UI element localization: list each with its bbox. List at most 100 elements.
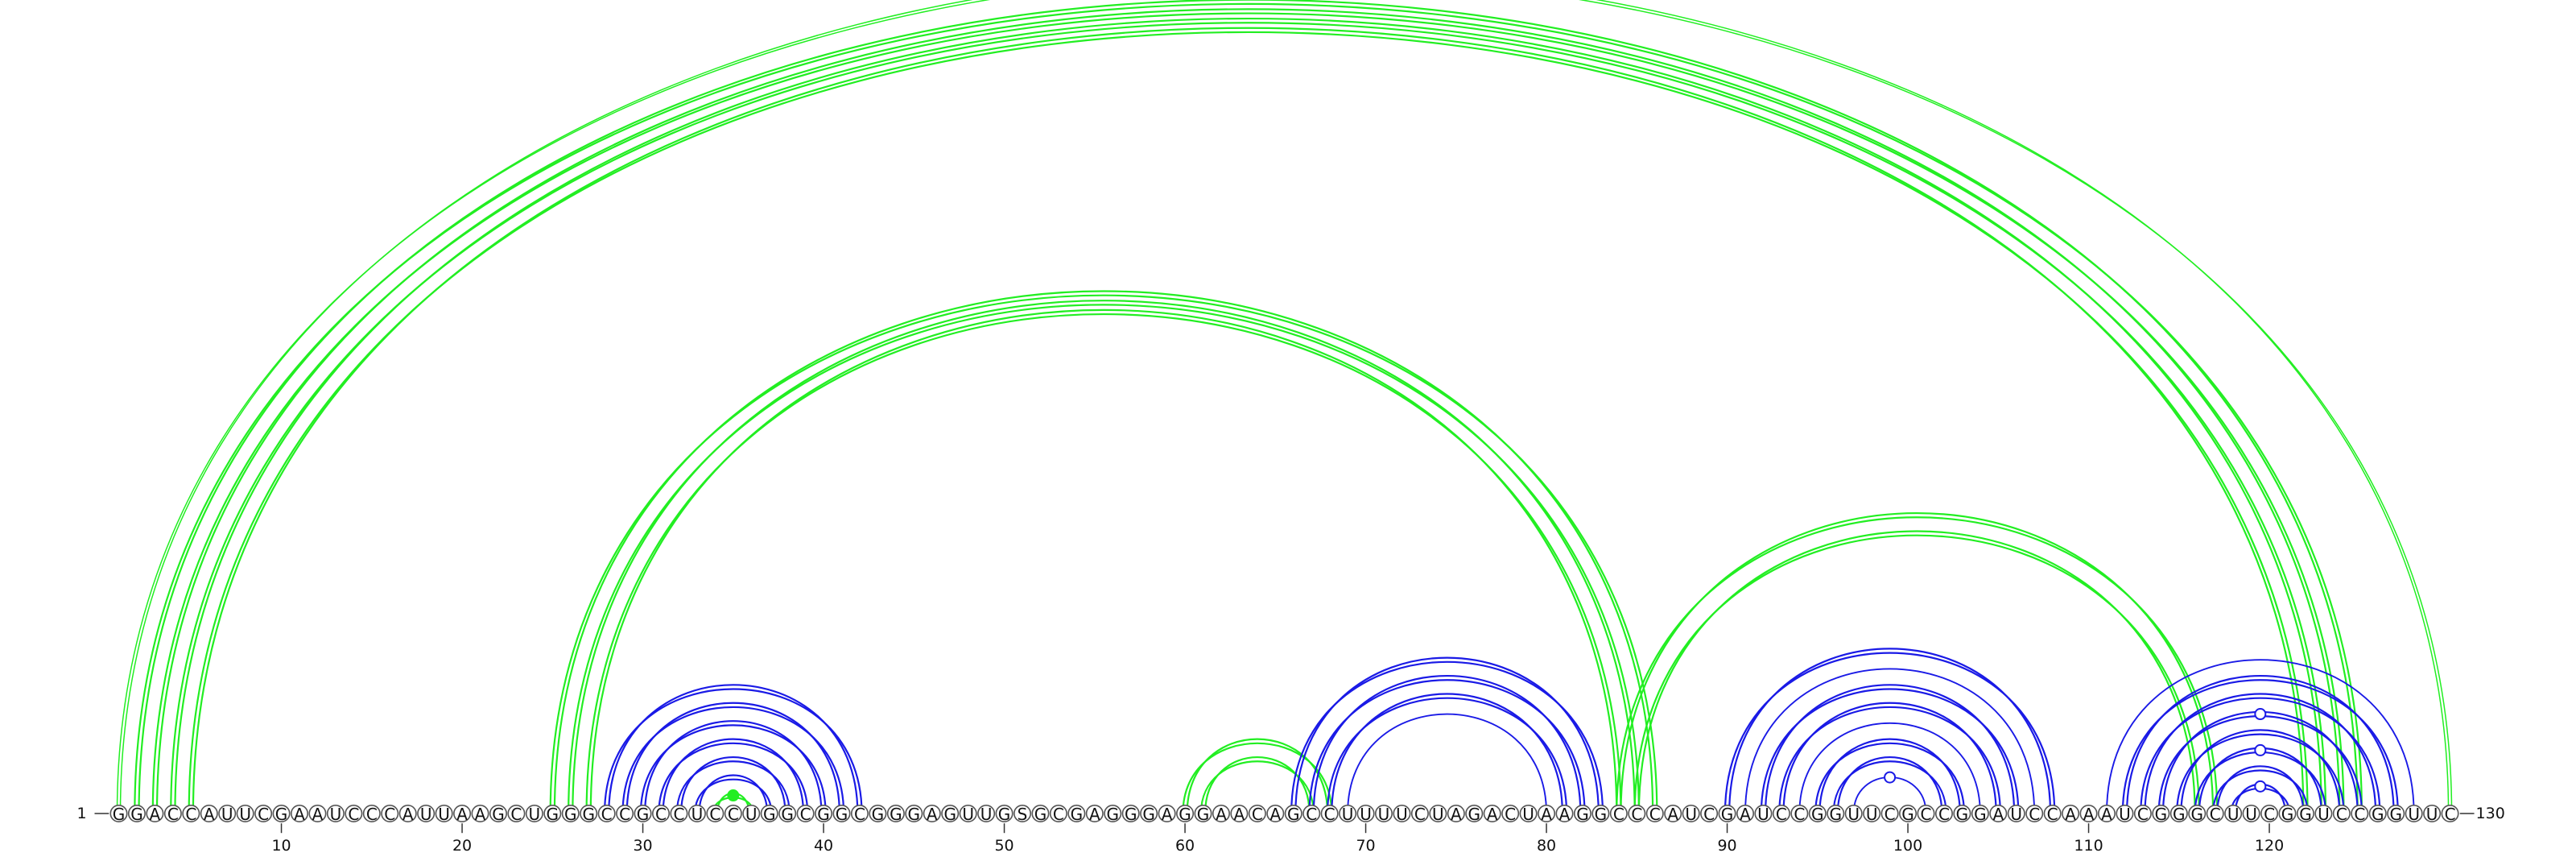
nucleotide-letter: A xyxy=(1667,805,1678,824)
nucleotide-circle xyxy=(146,804,164,822)
nucleotide-circle xyxy=(1808,804,1827,822)
nucleotide-circle xyxy=(1989,804,2008,822)
base-pair-arc xyxy=(568,300,1640,814)
base-pair-arc-stroke xyxy=(1186,738,1329,814)
nucleotide-circle xyxy=(2441,804,2459,822)
nucleotide-letter: C xyxy=(1252,805,1263,824)
base-pair-arc-stroke xyxy=(1744,668,2036,814)
nucleotide-letter: C xyxy=(673,805,684,824)
base-pair-arc-stroke xyxy=(572,300,1636,814)
nucleotide: C xyxy=(1609,804,1628,824)
base-pair-arc xyxy=(2157,711,2363,814)
nucleotide-letter: G xyxy=(2299,805,2312,824)
nucleotide-circle xyxy=(182,804,200,822)
base-pair-arc xyxy=(116,0,2453,814)
nucleotide-circle xyxy=(1393,804,1411,822)
nucleotide-circle xyxy=(489,804,507,822)
nucleotide: C xyxy=(706,804,724,824)
nucleotide-circle xyxy=(1483,804,1501,822)
nucleotide-letter: U xyxy=(330,805,342,824)
nucleotide-circle xyxy=(1031,804,1050,822)
nucleotide-letter: G xyxy=(1830,805,1843,824)
nucleotide-circle xyxy=(417,804,436,822)
base-pair-arc-stroke xyxy=(625,702,840,814)
nucleotide-circle xyxy=(1538,804,1556,822)
axis-tick-label: 50 xyxy=(994,837,1013,855)
nucleotide-letter: U xyxy=(2245,805,2257,824)
nucleotide-letter: G xyxy=(1721,805,1734,824)
nucleotide-circle xyxy=(326,804,345,822)
nucleotide-circle xyxy=(742,804,761,822)
nucleotide-circle xyxy=(1555,804,1574,822)
nucleotide-letter: U xyxy=(2408,805,2420,824)
nucleotide-letter: A xyxy=(1234,805,1245,824)
nucleotide-circle xyxy=(687,804,706,822)
base-pair-arc-stroke xyxy=(694,778,773,814)
nucleotide-circle xyxy=(1158,804,1176,822)
nucleotide-letter: C xyxy=(258,805,269,824)
nucleotide-circle xyxy=(345,804,363,822)
nucleotide-circle xyxy=(760,804,778,822)
nucleotide: G xyxy=(886,804,905,824)
nucleotide-circle xyxy=(1447,804,1465,822)
base-pair-arc-stroke xyxy=(155,8,2341,814)
nucleotide-letter: G xyxy=(113,805,126,824)
nucleotide-circle xyxy=(453,804,472,822)
nucleotide-circle xyxy=(308,804,327,822)
nucleotide: C xyxy=(850,804,869,824)
base-pair-arc xyxy=(603,684,863,814)
sequence-backbone: 1 130 xyxy=(77,805,2505,822)
nucleotide-circle xyxy=(905,804,923,822)
nucleotide-circle xyxy=(2079,804,2098,822)
nucleotide: G xyxy=(634,804,652,824)
nucleotide-circle xyxy=(1302,804,1321,822)
nucleotide-circle xyxy=(1465,804,1484,822)
nucleotide-circle xyxy=(2133,804,2152,822)
nucleotide-letter: G xyxy=(1468,805,1481,824)
nucleotide-letter: G xyxy=(2155,805,2168,824)
base-pair-arc xyxy=(694,774,773,814)
nucleotide-circle xyxy=(1682,804,1700,822)
nucleotide-letter: A xyxy=(312,805,324,824)
nucleotide-circle xyxy=(1085,804,1104,822)
nucleotide-letter: U xyxy=(1432,805,1444,824)
nucleotide: G xyxy=(760,804,778,824)
base-pair-arc-stroke xyxy=(1778,706,2001,814)
nucleotide-letter: U xyxy=(2119,805,2131,824)
nucleotide-letter: G xyxy=(2389,805,2402,824)
base-pair-arc-stroke xyxy=(679,756,786,814)
nucleotide-circle xyxy=(109,804,128,822)
base-pair-arc xyxy=(675,756,791,814)
base-pair-arc xyxy=(134,0,2363,814)
nucleotide: C xyxy=(1501,804,1520,824)
nucleotide-letter: C xyxy=(1938,805,1950,824)
nucleotide: G xyxy=(109,804,128,824)
nucleotide-letter: C xyxy=(366,805,378,824)
nucleotide-letter: C xyxy=(619,805,630,824)
nucleotide-letter: A xyxy=(2065,805,2076,824)
base-pair-arc xyxy=(1744,668,2036,814)
nucleotide-letter: S xyxy=(1018,805,1028,824)
nucleotide-circle xyxy=(236,804,254,822)
nucleotide-letter: G xyxy=(1576,805,1589,824)
nucleotide-circle xyxy=(561,804,580,822)
base-pair-arc xyxy=(2176,729,2345,814)
nucleotide-circle xyxy=(1953,804,1971,822)
nucleotide-letter: U xyxy=(691,805,704,824)
base-pair-arc-stroke xyxy=(1182,742,1333,814)
nucleotide: U xyxy=(742,804,761,824)
nucleotide: C xyxy=(616,804,634,824)
nucleotide-letter: G xyxy=(2281,805,2294,824)
base-pair-arc xyxy=(1616,511,2219,814)
base-pair-arc-stroke xyxy=(658,742,809,814)
nucleotide-letter: U xyxy=(1342,805,1354,824)
nucleotide: C xyxy=(796,804,815,824)
base-pair-arc-stroke xyxy=(1199,760,1315,814)
base-pair-arc xyxy=(2121,675,2399,814)
axis-tick-label: 100 xyxy=(1893,837,1922,855)
nucleotide-letter: A xyxy=(1269,805,1281,824)
nucleotide: C xyxy=(2043,804,2062,824)
nucleotide: G xyxy=(1573,804,1591,824)
base-pair-arc-stroke xyxy=(644,720,823,814)
nucleotide-circle xyxy=(2351,804,2369,822)
